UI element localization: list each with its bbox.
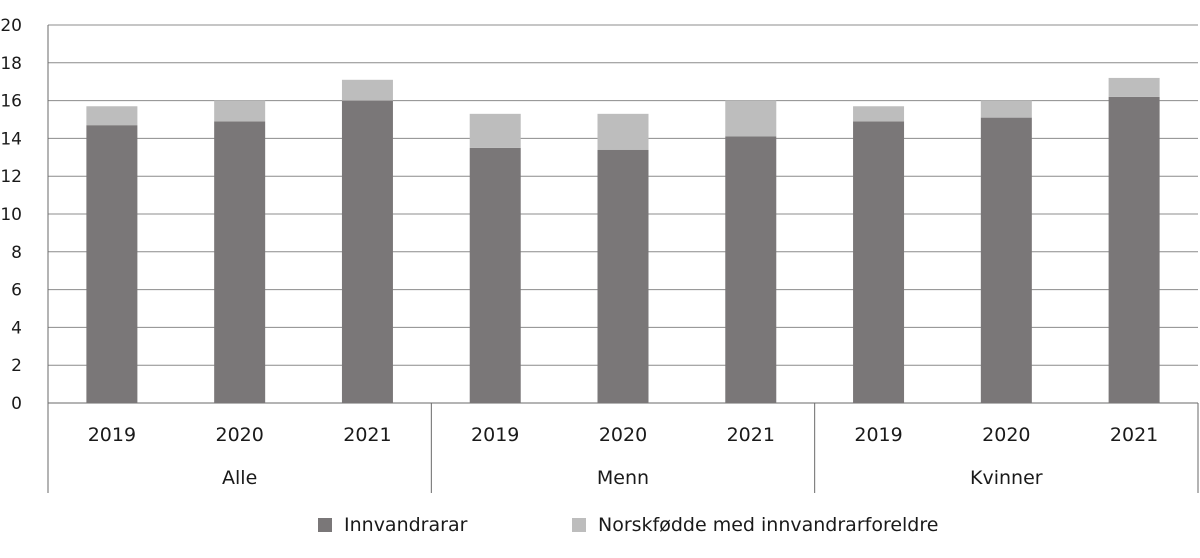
x-tick-label: 2019 xyxy=(88,424,136,446)
legend-item-innvandrarar: Innvandrarar xyxy=(318,514,467,536)
y-tick-label: 0 xyxy=(11,394,22,414)
x-tick-label: 2021 xyxy=(727,424,775,446)
x-tick-label: 2019 xyxy=(471,424,519,446)
y-tick-label: 12 xyxy=(0,167,22,187)
group-label: Menn xyxy=(597,467,649,489)
bar-innvandrarar xyxy=(86,125,138,404)
bar-norskfodde xyxy=(86,106,138,126)
legend-swatch-norskfodde xyxy=(572,518,586,532)
x-tick-label: 2020 xyxy=(599,424,647,446)
x-tick-label: 2020 xyxy=(982,424,1030,446)
y-tick-label: 4 xyxy=(11,318,22,338)
bar-innvandrarar xyxy=(214,121,266,403)
legend-item-norskfodde: Norskfødde med innvandrarforeldre xyxy=(572,514,938,536)
bar-norskfodde xyxy=(597,113,649,150)
group-label: Alle xyxy=(222,467,257,489)
bar-norskfodde xyxy=(341,79,393,101)
bar-innvandrarar xyxy=(725,136,777,403)
bar-norskfodde xyxy=(980,100,1032,118)
group-label: Kvinner xyxy=(970,467,1043,489)
y-tick-label: 8 xyxy=(11,243,22,263)
legend-label-norskfodde: Norskfødde med innvandrarforeldre xyxy=(598,514,939,536)
bar-norskfodde xyxy=(1108,77,1160,97)
x-tick-label: 2021 xyxy=(1110,424,1158,446)
y-tick-label: 14 xyxy=(0,129,22,149)
legend-swatch-innvandrarar xyxy=(318,518,332,532)
bar-norskfodde xyxy=(469,113,521,148)
y-tick-label: 18 xyxy=(0,54,22,74)
bar-innvandrarar xyxy=(1108,96,1160,403)
bar-innvandrarar xyxy=(469,147,521,403)
bar-norskfodde xyxy=(853,106,905,122)
y-tick-label: 20 xyxy=(0,16,22,36)
y-tick-label: 16 xyxy=(0,92,22,112)
y-tick-label: 2 xyxy=(11,356,22,376)
legend-label-innvandrarar: Innvandrarar xyxy=(344,514,468,536)
legend: Innvandrarar Norskfødde med innvandrarfo… xyxy=(0,514,1200,544)
bar-norskfodde xyxy=(214,100,266,122)
x-tick-label: 2019 xyxy=(854,424,902,446)
x-tick-label: 2021 xyxy=(343,424,391,446)
x-tick-label: 2020 xyxy=(215,424,263,446)
bar-innvandrarar xyxy=(341,100,393,403)
bar-innvandrarar xyxy=(980,117,1032,404)
bar-innvandrarar xyxy=(853,121,905,403)
bar-norskfodde xyxy=(725,100,777,137)
bar-innvandrarar xyxy=(597,149,649,403)
chart-plot: 0 2 4 6 8 10 12 14 16 18 20 2019 2020 2021 Alle 2019 202… xyxy=(0,16,1199,493)
y-tick-label: 6 xyxy=(11,281,22,301)
y-tick-label: 10 xyxy=(0,205,22,225)
